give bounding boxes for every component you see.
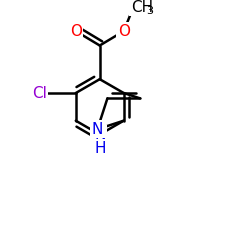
Text: 3: 3 bbox=[147, 6, 154, 16]
Text: O: O bbox=[118, 24, 130, 38]
Text: N: N bbox=[94, 127, 106, 142]
Text: H: H bbox=[94, 141, 106, 156]
Text: O: O bbox=[70, 24, 82, 38]
Text: CH: CH bbox=[131, 0, 153, 14]
Text: Cl: Cl bbox=[32, 86, 47, 100]
Text: N: N bbox=[92, 122, 103, 137]
